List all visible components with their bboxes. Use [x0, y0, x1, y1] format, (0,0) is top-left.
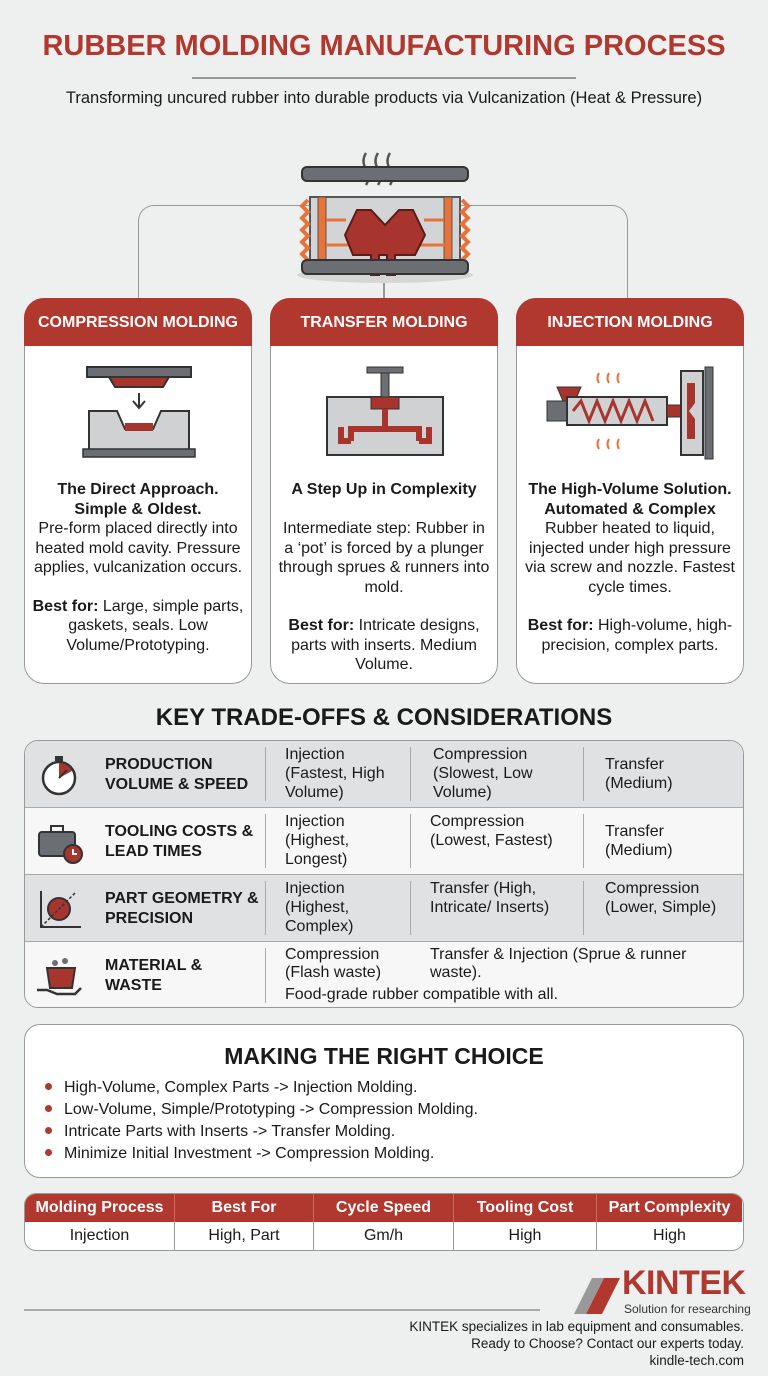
- page-subtitle: Transforming uncured rubber into durable…: [65, 89, 703, 107]
- row-cell: Compression (Flash waste): [285, 946, 382, 981]
- choice-item: Intricate Parts with Inserts -> Transfer…: [64, 1121, 478, 1143]
- table-cell: High, Part: [175, 1222, 314, 1250]
- title-divider: [192, 77, 576, 79]
- table-cell: Gm/h: [314, 1222, 454, 1250]
- footer-website-link[interactable]: kindle-tech.com: [649, 1353, 744, 1368]
- row-label: MATERIAL & WASTE: [105, 957, 203, 994]
- choice-item: Minimize Initial Investment -> Compressi…: [64, 1143, 478, 1165]
- brand-name: KINTEK: [622, 1264, 746, 1302]
- best-for-label: Best for:: [32, 597, 99, 615]
- stopwatch-icon: [41, 756, 77, 796]
- row-cell: Injection (Highest, Longest): [285, 813, 350, 868]
- best-for-text: Large, simple parts, gaskets, seals. Low…: [66, 597, 244, 654]
- row-note: Food-grade rubber compatible with all.: [285, 986, 559, 1003]
- row-label: TOOLING COSTS & LEAD TIMES: [105, 823, 254, 860]
- card-tagline: The High-Volume Solution. Automated & Co…: [528, 481, 732, 518]
- best-for-label: Best for:: [527, 617, 594, 634]
- summary-table: Molding Process Best For Cycle Speed Too…: [24, 1193, 744, 1251]
- best-for-label: Best for:: [288, 617, 355, 634]
- choice-item: Low-Volume, Simple/Prototyping -> Compre…: [64, 1099, 478, 1121]
- injection-mold-icon: [546, 366, 714, 460]
- tradeoff-row-geometry: PART GEOMETRY & PRECISION Injection (Hig…: [25, 875, 743, 942]
- row-cell: Transfer (Medium): [605, 823, 673, 859]
- waste-bin-hand-icon: [37, 958, 82, 996]
- footer-divider: [24, 1309, 540, 1311]
- table-header: Molding Process: [25, 1194, 175, 1222]
- card-description: Pre-form placed directly into heated mol…: [33, 520, 243, 576]
- tradeoff-row-tooling: TOOLING COSTS & LEAD TIMES Injection (Hi…: [25, 808, 743, 875]
- best-for-text: High-volume, high-precision, complex par…: [541, 617, 733, 654]
- choice-title: MAKING THE RIGHT CHOICE: [224, 1043, 544, 1069]
- geometry-chart-icon: [40, 891, 81, 928]
- table-header: Part Complexity: [597, 1194, 742, 1222]
- row-cell: Transfer (Medium): [605, 756, 673, 792]
- card-title: TRANSFER MOLDING: [270, 298, 498, 346]
- briefcase-clock-icon: [38, 825, 83, 864]
- row-cell: Compression (Slowest, Low Volume): [433, 746, 533, 801]
- card-title: INJECTION MOLDING: [516, 298, 744, 346]
- table-header: Best For: [175, 1194, 314, 1222]
- row-cell: Compression (Lower, Simple): [605, 880, 717, 916]
- row-cell: Transfer & Injection (Sprue & runner was…: [430, 946, 687, 981]
- row-cell: Injection (Highest, Complex): [285, 880, 354, 935]
- card-description: Intermediate step: Rubber in a ‘pot’ is …: [278, 520, 490, 596]
- page-title: RUBBER MOLDING MANUFACTURING PROCESS: [42, 30, 726, 62]
- brand-tagline: Solution for researching: [624, 1302, 751, 1316]
- tradeoffs-table: PRODUCTION VOLUME & SPEED Injection (Fas…: [24, 740, 744, 1008]
- row-label: PRODUCTION VOLUME & SPEED: [105, 756, 249, 793]
- card-tagline: A Step Up in Complexity: [291, 481, 477, 498]
- choice-item: High-Volume, Complex Parts -> Injection …: [64, 1077, 478, 1099]
- heated-mold-press-icon: [297, 152, 473, 283]
- card-transfer-molding: TRANSFER MOLDING A Step Up in Complexity…: [270, 298, 498, 684]
- row-label: PART GEOMETRY & PRECISION: [105, 890, 259, 927]
- row-cell: Transfer (High, Intricate/ Inserts): [430, 880, 550, 916]
- table-header: Cycle Speed: [314, 1194, 454, 1222]
- row-cell: Injection (Fastest, High Volume): [285, 746, 385, 801]
- table-cell: High: [454, 1222, 597, 1250]
- footer-line: Ready to Choose? Contact our experts tod…: [471, 1336, 744, 1351]
- kintek-logo-mark: [574, 1278, 620, 1314]
- card-injection-molding: INJECTION MOLDING The High-Volume Soluti…: [516, 298, 744, 684]
- row-cell: Compression (Lowest, Fastest): [430, 813, 553, 849]
- compression-mold-icon: [82, 366, 196, 458]
- table-cell: Injection: [25, 1222, 175, 1250]
- card-description: Rubber heated to liquid, injected under …: [525, 520, 735, 596]
- footer-line: KINTEK specializes in lab equipment and …: [409, 1319, 744, 1334]
- card-compression-molding: COMPRESSION MOLDING The Direct Approach.…: [24, 298, 252, 684]
- card-title: COMPRESSION MOLDING: [24, 298, 252, 346]
- table-header: Tooling Cost: [454, 1194, 597, 1222]
- tradeoff-row-waste: MATERIAL & WASTE Compression (Flash wast…: [25, 942, 743, 1007]
- table-cell: High: [653, 1227, 686, 1244]
- process-connector-center: [383, 270, 385, 299]
- making-right-choice-panel: MAKING THE RIGHT CHOICE High-Volume, Com…: [24, 1024, 744, 1178]
- tradeoff-row-volume: PRODUCTION VOLUME & SPEED Injection (Fas…: [25, 741, 743, 808]
- best-for-text: Intricate designs, parts with inserts. M…: [291, 617, 480, 673]
- card-tagline: The Direct Approach. Simple & Oldest.: [57, 481, 219, 518]
- transfer-mold-icon: [326, 366, 444, 456]
- tradeoffs-title: KEY TRADE-OFFS & CONSIDERATIONS: [155, 704, 613, 731]
